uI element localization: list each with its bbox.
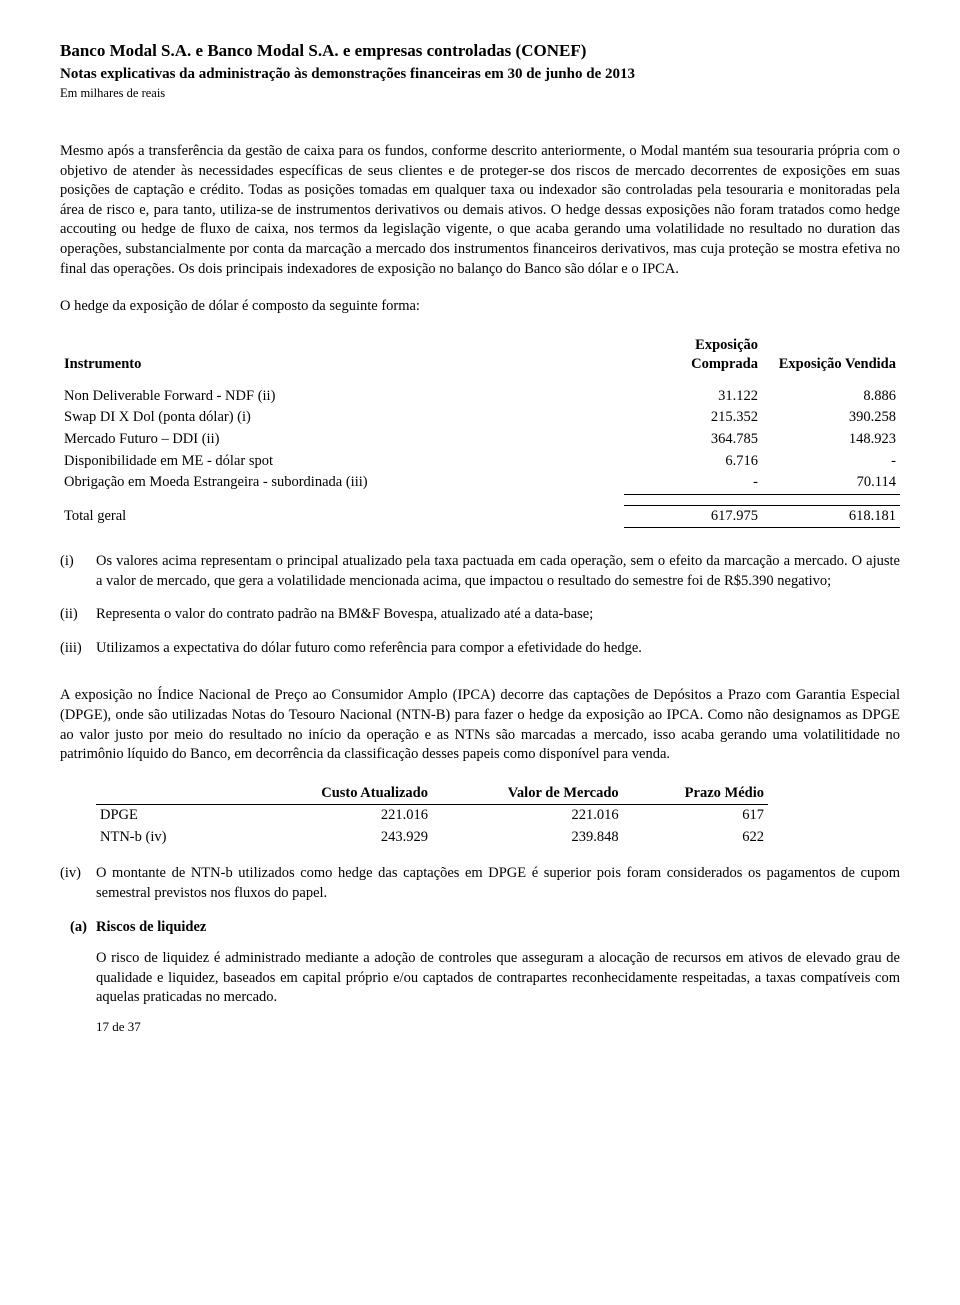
table-row: Disponibilidade em ME - dólar spot 6.716… (60, 451, 900, 473)
cell-value: 390.258 (762, 407, 900, 429)
cell-label: Mercado Futuro – DDI (ii) (60, 429, 624, 451)
col-cost: Custo Atualizado (241, 783, 432, 805)
footnote-text: Os valores acima representam o principal… (96, 553, 900, 589)
cell-value: 617 (623, 805, 768, 827)
col-market: Valor de Mercado (432, 783, 623, 805)
doc-subtitle: Notas explicativas da administração às d… (60, 64, 900, 84)
page-header: Banco Modal S.A. e Banco Modal S.A. e em… (60, 40, 900, 102)
cell-value: 70.114 (762, 472, 900, 494)
cell-label: Non Deliverable Forward - NDF (ii) (60, 386, 624, 408)
footnote-text: Representa o valor do contrato padrão na… (96, 606, 593, 622)
footnote-i: (i)Os valores acima representam o princi… (96, 552, 900, 591)
doc-unit: Em milhares de reais (60, 85, 900, 102)
total-value: 618.181 (762, 505, 900, 528)
cell-label: DPGE (96, 805, 241, 827)
doc-title: Banco Modal S.A. e Banco Modal S.A. e em… (60, 40, 900, 62)
cell-value: 243.929 (241, 827, 432, 849)
table-row: NTN-b (iv) 243.929 239.848 622 (96, 827, 768, 849)
cell-value: - (624, 472, 762, 494)
cell-value: 239.848 (432, 827, 623, 849)
footnote-ii: (ii)Representa o valor do contrato padrã… (96, 605, 900, 625)
cell-label: Swap DI X Dol (ponta dólar) (i) (60, 407, 624, 429)
cell-value: 364.785 (624, 429, 762, 451)
table-row: Mercado Futuro – DDI (ii) 364.785 148.92… (60, 429, 900, 451)
cell-label: Disponibilidade em ME - dólar spot (60, 451, 624, 473)
paragraph-3: A exposição no Índice Nacional de Preço … (60, 686, 900, 764)
cell-value: - (762, 451, 900, 473)
section-body-a: O risco de liquidez é administrado media… (96, 949, 900, 1008)
cell-value: 31.122 (624, 386, 762, 408)
table-row: Non Deliverable Forward - NDF (ii) 31.12… (60, 386, 900, 408)
col-sell: Exposição Vendida (762, 335, 900, 376)
ipca-table: Custo Atualizado Valor de Mercado Prazo … (96, 783, 768, 849)
cell-label: Obrigação em Moeda Estrangeira - subordi… (60, 472, 624, 494)
col-buy: Exposição Comprada (624, 335, 762, 376)
footnote-text: Utilizamos a expectativa do dólar futuro… (96, 640, 642, 656)
table-row: Swap DI X Dol (ponta dólar) (i) 215.352 … (60, 407, 900, 429)
section-marker-a: (a) (70, 918, 87, 938)
page-number: 17 de 37 (96, 1018, 900, 1036)
hedge-table: Instrumento Exposição Comprada Exposição… (60, 335, 900, 529)
cell-value: 215.352 (624, 407, 762, 429)
footnote-iv: (iv)O montante de NTN-b utilizados como … (96, 864, 900, 903)
cell-value: 8.886 (762, 386, 900, 408)
table-total-row: Total geral 617.975 618.181 (60, 505, 900, 528)
table-row: Obrigação em Moeda Estrangeira - subordi… (60, 472, 900, 494)
paragraph-2: O hedge da exposição de dólar é composto… (60, 297, 900, 317)
table-row: DPGE 221.016 221.016 617 (96, 805, 768, 827)
paragraph-1: Mesmo após a transferência da gestão de … (60, 142, 900, 279)
cell-value: 622 (623, 827, 768, 849)
footnote-text: O montante de NTN-b utilizados como hedg… (96, 865, 900, 901)
footnote-iii: (iii)Utilizamos a expectativa do dólar f… (96, 639, 900, 659)
cell-value: 221.016 (241, 805, 432, 827)
cell-value: 6.716 (624, 451, 762, 473)
cell-value: 221.016 (432, 805, 623, 827)
col-term: Prazo Médio (623, 783, 768, 805)
section-title-a: Riscos de liquidez (96, 918, 900, 938)
total-label: Total geral (60, 505, 624, 528)
cell-label: NTN-b (iv) (96, 827, 241, 849)
cell-value: 148.923 (762, 429, 900, 451)
total-value: 617.975 (624, 505, 762, 528)
col-instrument: Instrumento (60, 335, 624, 376)
